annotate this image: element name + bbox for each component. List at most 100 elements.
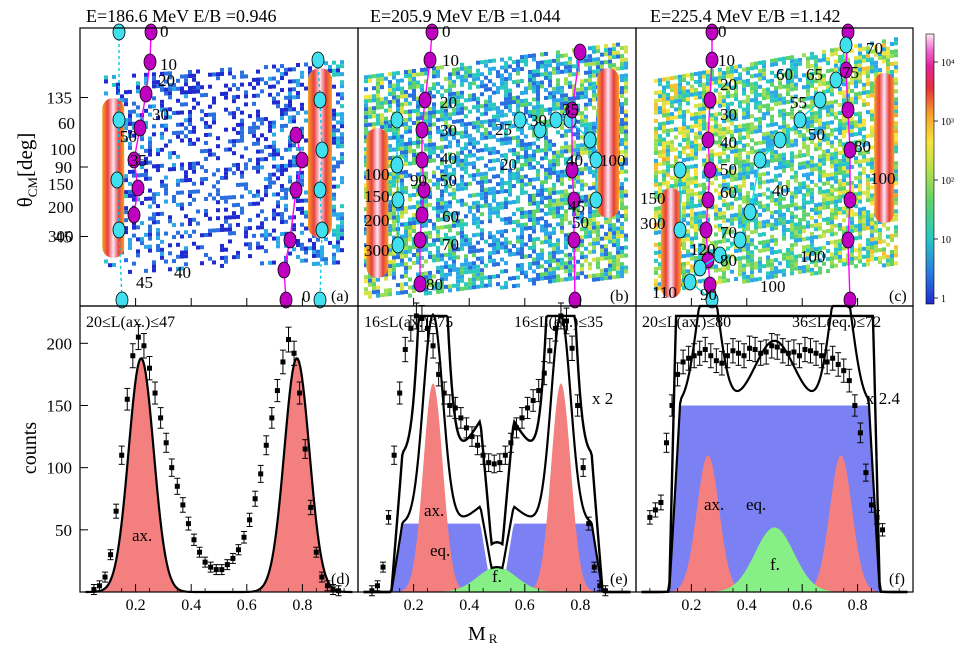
heat-cell bbox=[516, 175, 520, 180]
heat-cell bbox=[674, 95, 678, 100]
heat-cell bbox=[240, 138, 244, 143]
heat-cell bbox=[564, 61, 568, 66]
heat-cell bbox=[428, 138, 432, 143]
heat-cell bbox=[588, 82, 592, 87]
heat-cell bbox=[560, 265, 564, 270]
heat-cell bbox=[520, 127, 524, 132]
heat-cell bbox=[504, 133, 508, 138]
heat-cell bbox=[754, 169, 758, 174]
heat-cell bbox=[448, 156, 452, 161]
heat-cell bbox=[508, 100, 512, 105]
heat-cell bbox=[476, 232, 480, 237]
heat-cell bbox=[172, 167, 176, 172]
heat-cell bbox=[248, 242, 252, 247]
heat-cell bbox=[160, 131, 164, 136]
heat-cell bbox=[770, 198, 774, 203]
heat-cell bbox=[480, 80, 484, 85]
heat-cell bbox=[742, 99, 746, 104]
heat-cell bbox=[476, 68, 480, 73]
heat-cell bbox=[288, 79, 292, 84]
heat-cell bbox=[308, 70, 312, 75]
heat-cell bbox=[296, 243, 300, 248]
heat-cell bbox=[212, 72, 216, 77]
heat-cell bbox=[698, 131, 702, 136]
heat-cell bbox=[428, 134, 432, 139]
heat-cell bbox=[196, 69, 200, 74]
heat-cell bbox=[476, 84, 480, 89]
heat-cell bbox=[568, 68, 572, 73]
heat-cell bbox=[224, 107, 228, 112]
heat-cell bbox=[132, 173, 136, 178]
heat-cell bbox=[260, 209, 264, 214]
heat-cell bbox=[172, 259, 176, 264]
heat-cell bbox=[280, 76, 284, 81]
heat-cell bbox=[404, 98, 408, 103]
heat-cell bbox=[400, 206, 404, 211]
heat-cell bbox=[460, 62, 464, 67]
heat-cell bbox=[682, 126, 686, 131]
heat-cell bbox=[440, 137, 444, 142]
heat-cell bbox=[722, 267, 726, 272]
heat-cell bbox=[524, 62, 528, 67]
heat-cell bbox=[818, 122, 822, 127]
heat-cell bbox=[556, 150, 560, 155]
heat-cell bbox=[464, 106, 468, 111]
heat-cell bbox=[814, 203, 818, 208]
heat-cell bbox=[810, 243, 814, 248]
heat-cell bbox=[232, 115, 236, 120]
heat-cell bbox=[188, 222, 192, 227]
heat-cell bbox=[604, 268, 608, 273]
heat-cell bbox=[252, 85, 256, 90]
heat-cell bbox=[324, 257, 328, 262]
heat-cell bbox=[492, 58, 496, 63]
heat-cell bbox=[464, 242, 468, 247]
heat-cell bbox=[806, 152, 810, 157]
heat-cell bbox=[532, 221, 536, 226]
heat-cell bbox=[224, 91, 228, 96]
heat-cell bbox=[172, 87, 176, 92]
heat-cell bbox=[284, 95, 288, 100]
heat-cell bbox=[540, 72, 544, 77]
heat-cell bbox=[624, 169, 628, 174]
heat-cell bbox=[662, 77, 666, 82]
heat-cell bbox=[786, 252, 790, 257]
heat-cell bbox=[742, 143, 746, 148]
heat-cell bbox=[604, 252, 608, 257]
heat-cell bbox=[480, 280, 484, 285]
heat-cell bbox=[822, 217, 826, 222]
heat-cell bbox=[300, 206, 304, 211]
heat-cell bbox=[802, 185, 806, 190]
heat-cell bbox=[798, 189, 802, 194]
heat-cell bbox=[152, 76, 156, 81]
heat-cell bbox=[232, 127, 236, 132]
heat-cell bbox=[448, 124, 452, 129]
heat-cell bbox=[168, 71, 172, 76]
heat-cell bbox=[192, 181, 196, 186]
heat-cell bbox=[552, 166, 556, 171]
heat-cell bbox=[488, 215, 492, 220]
heat-cell bbox=[212, 100, 216, 105]
heat-cell bbox=[260, 197, 264, 202]
heat-cell bbox=[336, 92, 340, 97]
heat-cell bbox=[500, 165, 504, 170]
heat-cell bbox=[384, 128, 388, 133]
heat-cell bbox=[376, 77, 380, 82]
heat-cell bbox=[790, 219, 794, 224]
heat-cell bbox=[220, 175, 224, 180]
heat-cell bbox=[388, 264, 392, 269]
heat-cell bbox=[620, 46, 624, 51]
heat-cell bbox=[560, 249, 564, 254]
heat-cell bbox=[686, 145, 690, 150]
heat-cell bbox=[718, 191, 722, 196]
heat-cell bbox=[738, 72, 742, 77]
heat-cell bbox=[492, 238, 496, 243]
heat-cell bbox=[778, 57, 782, 62]
heat-cell bbox=[464, 222, 468, 227]
heat-cell bbox=[156, 232, 160, 237]
heat-cell bbox=[536, 276, 540, 281]
heat-cell bbox=[726, 206, 730, 211]
heat-cell bbox=[686, 185, 690, 190]
heat-cell bbox=[236, 86, 240, 91]
heat-cell bbox=[738, 152, 742, 157]
heat-cell bbox=[616, 210, 620, 215]
